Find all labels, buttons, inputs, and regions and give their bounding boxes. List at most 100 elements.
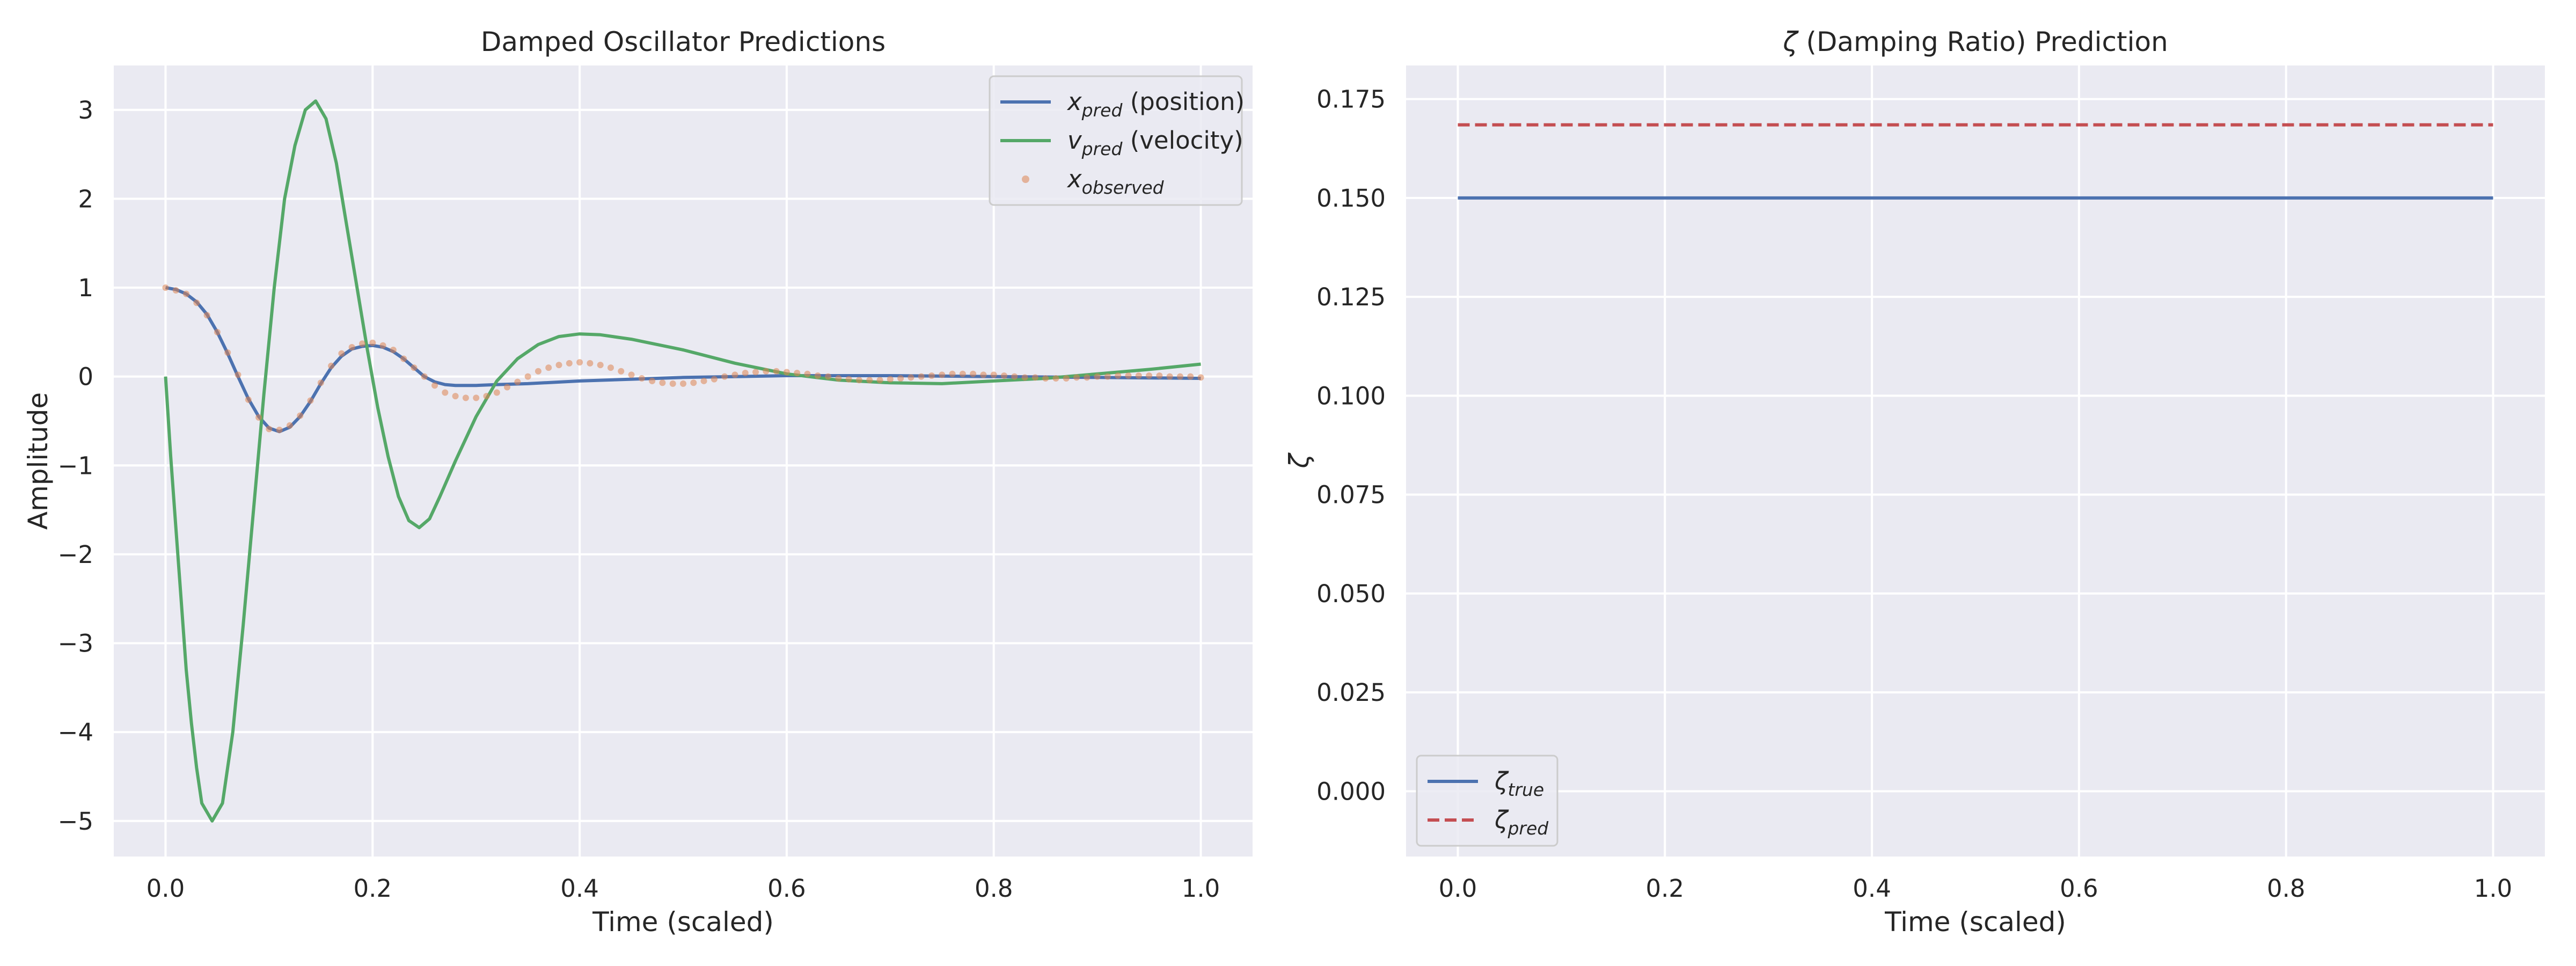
data-point	[1011, 373, 1018, 380]
data-point	[918, 373, 925, 380]
data-point	[700, 377, 707, 384]
data-point	[908, 374, 914, 381]
legend-label: ζpred	[1494, 806, 1549, 839]
data-point	[763, 368, 770, 375]
data-point	[1073, 374, 1080, 381]
data-point	[297, 412, 304, 419]
legend-subscript: pred	[1081, 138, 1123, 159]
data-point	[431, 382, 438, 389]
title-text: (Damping Ratio) Prediction	[1797, 26, 2168, 57]
data-point	[804, 370, 811, 377]
x-tick-label: 0.0	[1439, 874, 1477, 903]
legend-item: ζtrue	[1428, 767, 1544, 800]
data-point	[1146, 372, 1153, 379]
data-point	[162, 284, 169, 291]
data-point	[607, 364, 614, 371]
data-point	[400, 355, 407, 362]
data-point	[1187, 373, 1194, 380]
data-point	[535, 368, 541, 375]
data-point	[245, 396, 252, 403]
data-point	[390, 346, 397, 353]
data-point	[473, 394, 480, 401]
data-point	[690, 379, 697, 386]
data-point	[680, 380, 686, 387]
legend-item: xobserved	[1022, 165, 1165, 198]
data-point	[452, 393, 459, 400]
data-point	[1135, 372, 1142, 379]
data-point	[970, 370, 977, 377]
data-point	[587, 360, 594, 367]
legend-label: ζtrue	[1494, 767, 1544, 800]
x-tick-label: 0.6	[2060, 874, 2098, 903]
legend-item: ζpred	[1428, 806, 1549, 839]
x-tick-label: 0.4	[560, 874, 599, 903]
y-tick-label: 2	[78, 185, 93, 213]
data-point	[442, 389, 449, 396]
x-tick-label: 0.8	[975, 874, 1013, 903]
data-point	[493, 389, 500, 396]
x-tick-label: 0.8	[2267, 874, 2306, 903]
data-point	[1031, 374, 1038, 381]
data-point	[203, 312, 210, 319]
data-point	[618, 368, 625, 375]
data-point	[462, 394, 469, 401]
chart-title: Damped Oscillator Predictions	[481, 26, 885, 57]
data-point	[338, 350, 345, 357]
data-point	[752, 369, 759, 376]
data-point	[358, 340, 365, 347]
data-point	[845, 376, 852, 383]
y-tick-label: 0.175	[1316, 85, 1386, 114]
y-axis-label: ζ	[1284, 452, 1315, 469]
y-tick-label: 3	[78, 96, 93, 125]
data-point	[317, 379, 324, 386]
data-point	[1001, 372, 1008, 379]
data-point	[887, 376, 894, 383]
legend-symbol: x	[1066, 165, 1082, 193]
x-tick-label: 1.0	[1182, 874, 1220, 903]
data-point	[990, 371, 997, 378]
data-point	[669, 380, 676, 387]
data-point	[628, 371, 635, 378]
data-point	[1063, 375, 1070, 382]
data-point	[1104, 373, 1111, 380]
data-point	[286, 422, 293, 429]
data-point	[411, 364, 418, 371]
legend-subscript: observed	[1082, 177, 1165, 198]
legend-symbol: v	[1067, 126, 1082, 155]
data-point	[524, 373, 531, 380]
legend-item: vpred (velocity)	[1000, 126, 1243, 159]
data-point	[224, 349, 231, 356]
legend-box	[1416, 755, 1558, 847]
data-point	[876, 377, 883, 384]
data-point	[1176, 373, 1183, 380]
data-point	[773, 368, 780, 375]
data-point	[266, 426, 273, 433]
data-point	[949, 370, 956, 377]
y-tick-label: −3	[58, 630, 93, 658]
data-point	[731, 371, 738, 378]
data-point	[783, 369, 790, 376]
data-point	[348, 344, 355, 351]
legend-symbol: ζ	[1494, 767, 1509, 795]
data-point	[897, 375, 904, 382]
series-v-pred	[164, 99, 1201, 823]
data-point	[649, 377, 656, 384]
data-point	[928, 372, 935, 379]
data-point	[235, 371, 241, 378]
y-axis-label: Amplitude	[23, 392, 54, 530]
data-point	[576, 359, 583, 366]
legend-symbol: ζ	[1494, 806, 1509, 834]
data-point	[255, 414, 262, 421]
data-point	[1166, 373, 1173, 380]
data-point	[307, 397, 314, 404]
y-tick-label: 0.150	[1316, 184, 1386, 213]
legend-label: vpred (velocity)	[1067, 126, 1243, 159]
data-point	[193, 299, 200, 306]
legend-symbol: x	[1066, 87, 1082, 116]
legend-marker	[1022, 175, 1029, 183]
data-point	[1197, 374, 1204, 381]
data-point	[504, 384, 511, 391]
x-tick-label: 0.2	[353, 874, 392, 903]
legend-subscript: pred	[1081, 100, 1123, 121]
